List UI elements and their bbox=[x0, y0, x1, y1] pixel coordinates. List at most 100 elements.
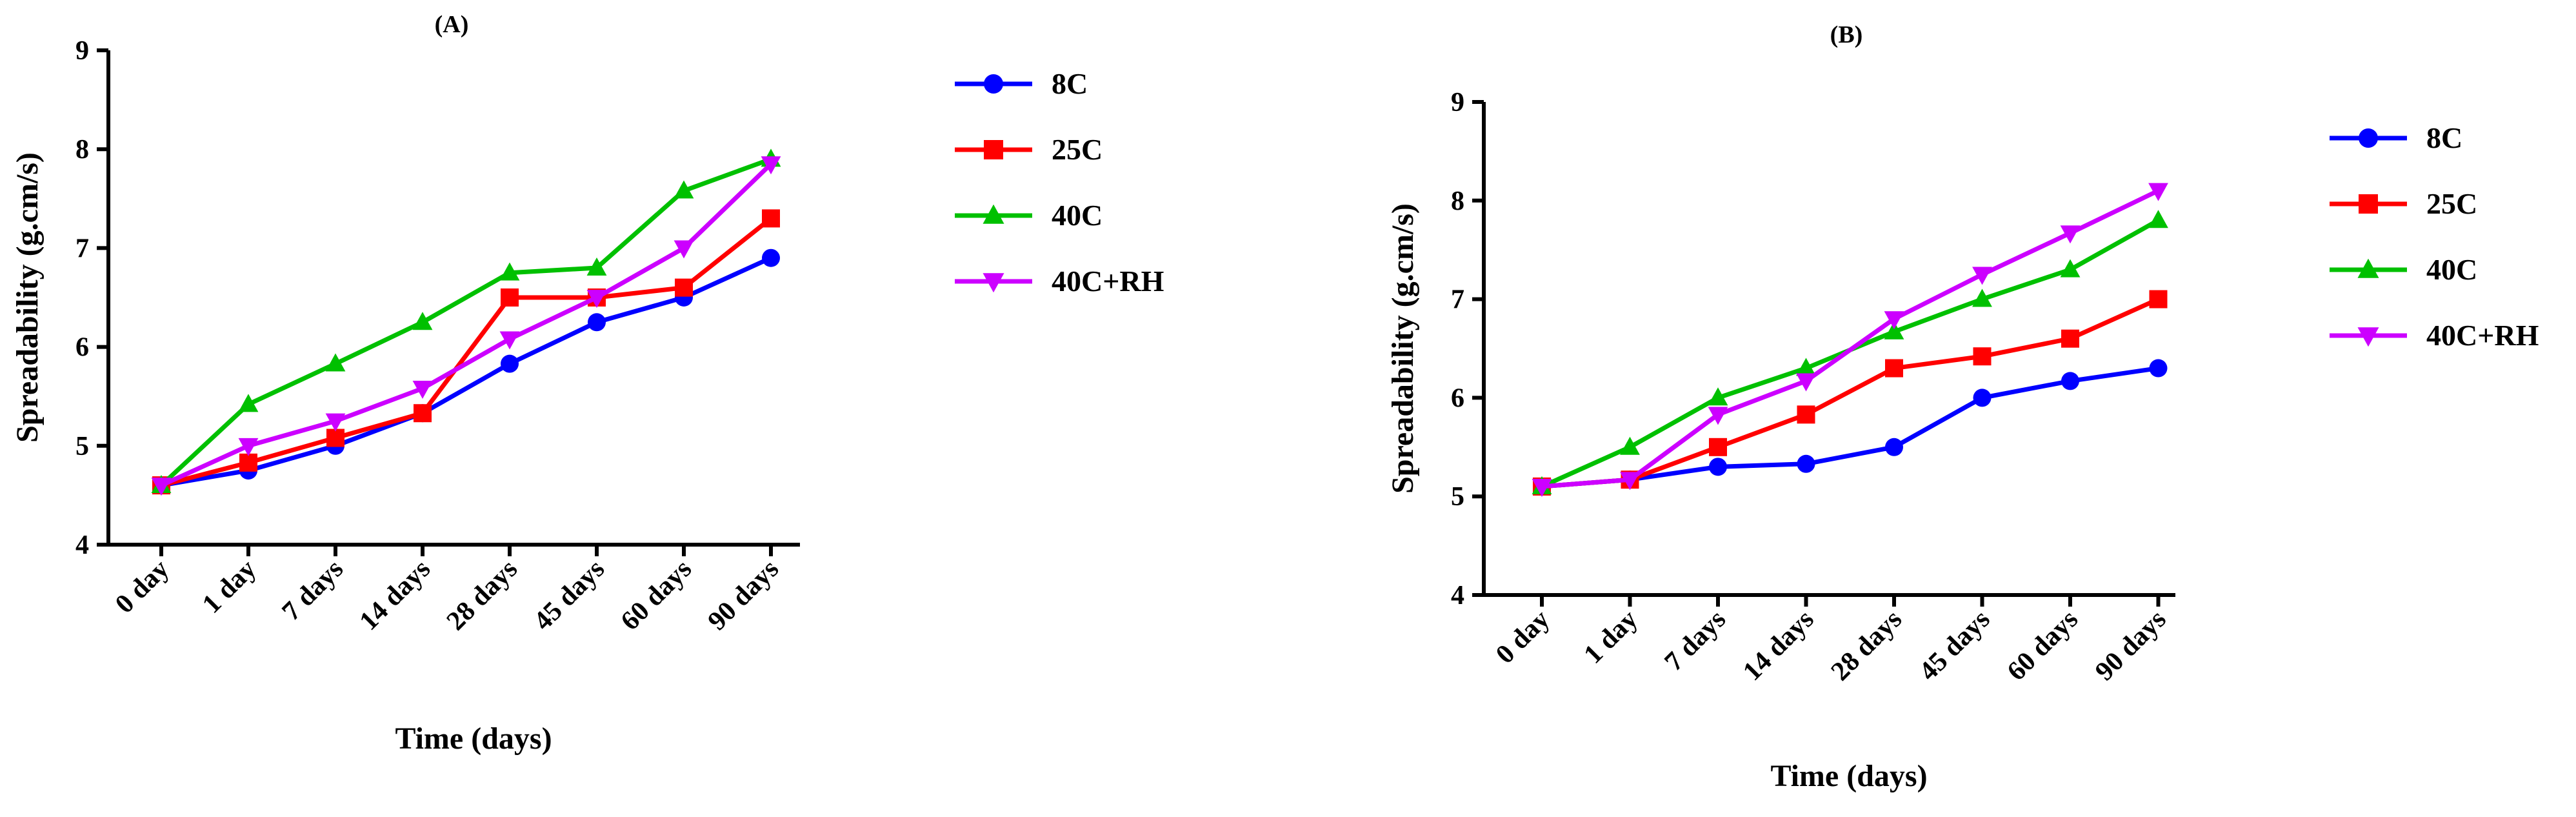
data-point bbox=[1709, 438, 1727, 456]
legend-marker bbox=[2357, 258, 2379, 278]
data-point bbox=[1708, 387, 1728, 406]
legend-item: 8C bbox=[955, 67, 1088, 100]
series-40c-rh bbox=[151, 156, 781, 496]
data-point bbox=[1796, 358, 1816, 376]
data-point bbox=[1797, 405, 1815, 424]
data-point bbox=[2149, 359, 2168, 378]
data-point bbox=[1972, 267, 1992, 285]
y-tick-label: 5 bbox=[75, 432, 89, 461]
data-point bbox=[412, 312, 433, 330]
x-tick-label: 0 day bbox=[1490, 605, 1555, 670]
data-point bbox=[1708, 407, 1728, 425]
legend: 8C 25C 40C 40C+RH bbox=[2330, 121, 2539, 352]
y-tick-label: 7 bbox=[75, 234, 89, 263]
series-lines bbox=[1532, 183, 2168, 498]
legend-marker bbox=[983, 273, 1004, 293]
legend-item: 40C+RH bbox=[2330, 319, 2539, 352]
series-line bbox=[1541, 188, 2160, 489]
y-tick-label: 6 bbox=[75, 333, 89, 363]
data-point bbox=[499, 262, 520, 281]
data-point bbox=[325, 353, 346, 372]
chart-panel-b: (B) Spreadability (g.cm/s) Time (days) 4… bbox=[1386, 21, 2539, 793]
data-point bbox=[326, 429, 344, 447]
x-tick-label: 45 days bbox=[528, 554, 610, 636]
legend-item: 40C bbox=[2330, 253, 2477, 286]
data-point bbox=[1884, 321, 1904, 339]
data-point bbox=[238, 438, 259, 456]
legend-label: 40C bbox=[1052, 199, 1103, 232]
data-point bbox=[501, 354, 519, 373]
x-tick-label: 60 days bbox=[2002, 605, 2084, 687]
data-point bbox=[1884, 311, 1904, 330]
data-point bbox=[1709, 458, 1727, 476]
data-point bbox=[2148, 210, 2168, 228]
data-point bbox=[1796, 373, 1816, 392]
legend-marker bbox=[983, 204, 1004, 224]
x-tick-label: 7 days bbox=[1659, 605, 1732, 678]
data-point bbox=[586, 257, 607, 276]
y-tick-label: 6 bbox=[1451, 383, 1464, 413]
data-point bbox=[151, 478, 172, 496]
data-point bbox=[2148, 183, 2168, 201]
data-point bbox=[1973, 388, 1992, 407]
x-ticks: 0 day 1 day 7 days 14 days 28 days 45 days 60 … bbox=[110, 545, 784, 636]
x-tick-label: 14 days bbox=[1737, 605, 1819, 687]
legend-item: 25C bbox=[2330, 187, 2477, 220]
y-tick-label: 8 bbox=[75, 135, 89, 165]
legend-label: 8C bbox=[2426, 121, 2462, 154]
series-25c bbox=[1533, 290, 2168, 496]
data-point bbox=[1972, 288, 1992, 307]
data-point bbox=[675, 278, 693, 297]
data-point bbox=[501, 288, 519, 307]
data-point bbox=[1532, 479, 1552, 498]
x-axis-label: Time (days) bbox=[1770, 759, 1927, 793]
data-point bbox=[588, 313, 606, 332]
x-tick-label: 0 day bbox=[110, 554, 175, 620]
data-point bbox=[2061, 372, 2079, 390]
chart-title: (B) bbox=[1830, 21, 1863, 48]
data-point bbox=[414, 404, 432, 423]
legend-label: 40C+RH bbox=[2426, 319, 2539, 352]
data-point bbox=[2060, 225, 2081, 244]
data-point bbox=[586, 290, 607, 308]
x-axis-label: Time (days) bbox=[395, 721, 552, 756]
series-line bbox=[1541, 297, 2159, 489]
data-point bbox=[238, 394, 259, 412]
x-tick-label: 14 days bbox=[354, 554, 436, 636]
y-ticks: 4 5 6 7 8 9 bbox=[75, 36, 108, 560]
data-point bbox=[761, 156, 781, 175]
series-line bbox=[160, 162, 773, 488]
legend-marker bbox=[984, 140, 1003, 159]
data-point bbox=[1620, 436, 1640, 455]
data-point bbox=[762, 209, 780, 228]
data-point bbox=[239, 453, 257, 472]
data-point bbox=[1620, 472, 1640, 490]
y-tick-label: 5 bbox=[1451, 482, 1464, 512]
data-point bbox=[1797, 454, 1815, 473]
chart-panel-a: (A) Spreadability (g.cm/s) Time (days) 4… bbox=[10, 11, 1164, 756]
x-tick-label: 45 days bbox=[1913, 605, 1995, 687]
data-point bbox=[2061, 329, 2079, 348]
x-tick-label: 90 days bbox=[703, 554, 784, 636]
x-tick-label: 28 days bbox=[441, 554, 523, 636]
series-line bbox=[159, 157, 772, 487]
y-tick-label: 9 bbox=[75, 36, 89, 66]
legend-marker bbox=[2357, 327, 2379, 347]
legend-item: 40C bbox=[955, 199, 1103, 232]
legend-label: 25C bbox=[2426, 187, 2477, 220]
y-axis-label: Spreadability (g.cm/s) bbox=[1386, 203, 1420, 494]
data-point bbox=[2060, 259, 2081, 277]
legend-marker bbox=[984, 74, 1003, 94]
legend-label: 25C bbox=[1052, 133, 1103, 166]
data-point bbox=[2149, 290, 2168, 308]
legend-marker bbox=[2359, 128, 2378, 148]
data-point bbox=[674, 240, 694, 259]
y-ticks: 4 5 6 7 8 9 bbox=[1451, 88, 1484, 610]
series-lines bbox=[151, 148, 781, 496]
series-25c bbox=[152, 209, 780, 495]
legend-label: 40C bbox=[2426, 253, 2477, 286]
legend-item: 25C bbox=[955, 133, 1103, 166]
chart-title: (A) bbox=[435, 11, 469, 38]
series-line bbox=[1541, 366, 2159, 489]
legend-item: 40C+RH bbox=[955, 265, 1164, 298]
